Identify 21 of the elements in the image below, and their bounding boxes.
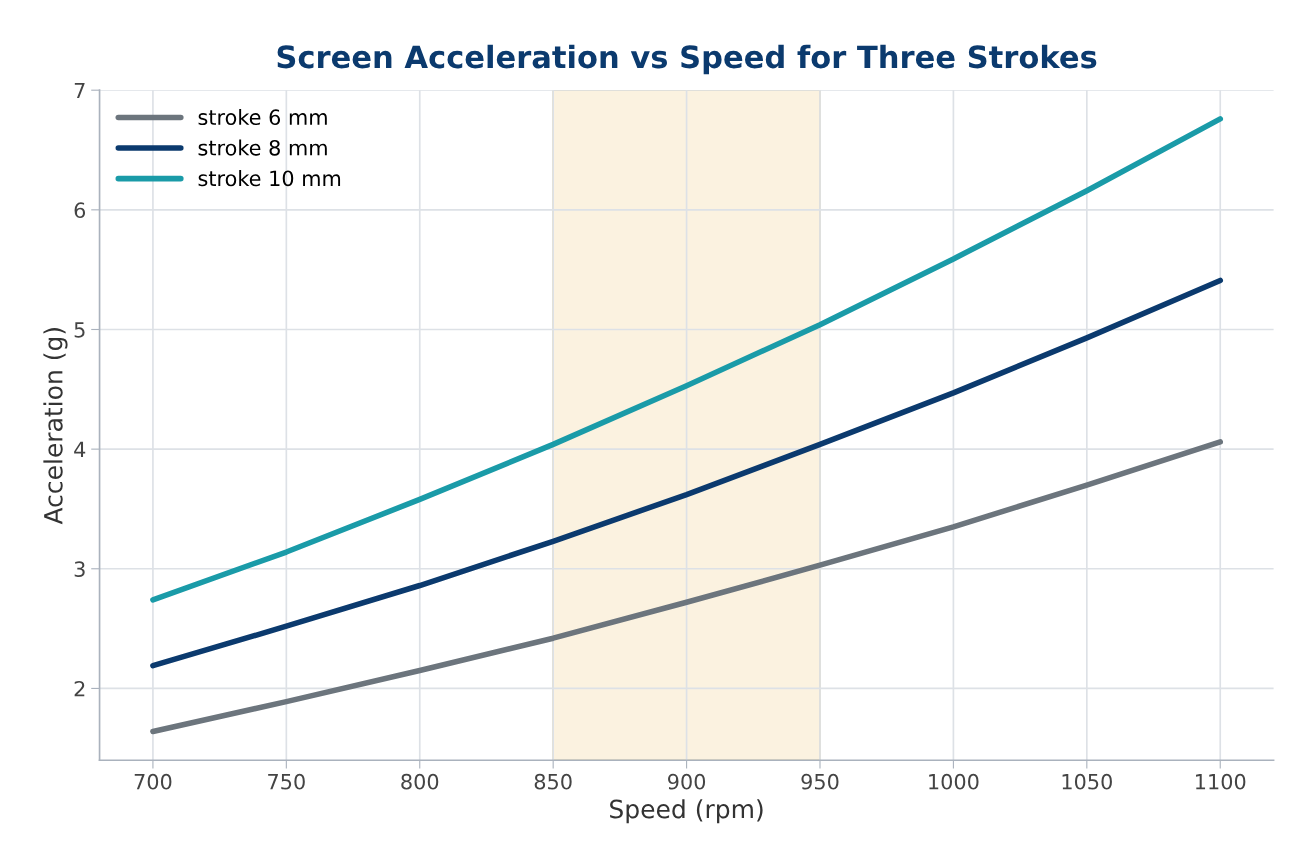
x-tick-label: 800 [401, 773, 439, 790]
legend-label: stroke 8 mm [198, 139, 327, 156]
x-tick-label: 1100 [1196, 773, 1246, 790]
y-tick-label: 3 [74, 561, 85, 577]
x-tick-label: 1000 [929, 773, 979, 790]
y-tick-label: 2 [74, 680, 85, 697]
y-axis-title: Acceleration (g) [43, 328, 68, 525]
x-tick-label: 750 [268, 773, 305, 790]
x-tick-label: 950 [801, 773, 839, 790]
x-axis-title: Speed (rpm) [610, 799, 763, 824]
y-tick-label: 6 [74, 202, 86, 219]
legend-label: stroke 10 mm [198, 170, 341, 187]
x-tick-label: 900 [668, 773, 706, 790]
y-tick-label: 4 [74, 441, 86, 458]
x-tick-label: 850 [534, 773, 572, 790]
chart-title: Screen Acceleration vs Speed for Three Strokes [277, 44, 1097, 75]
x-tick-label: 700 [134, 773, 172, 790]
y-tick-label: 7 [74, 82, 85, 99]
y-tick-label: 5 [74, 322, 85, 338]
x-tick-label: 1050 [1062, 773, 1112, 790]
legend-label: stroke 6 mm [198, 108, 327, 126]
